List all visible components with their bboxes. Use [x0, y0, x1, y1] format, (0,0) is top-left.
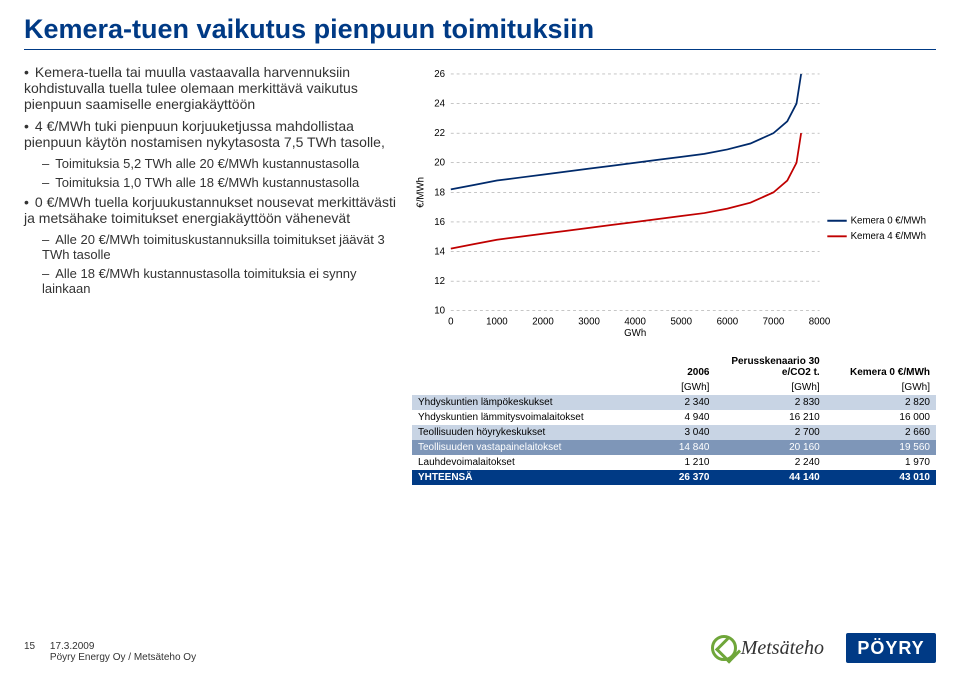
- svg-text:1000: 1000: [486, 316, 508, 327]
- svg-text:Kemera 4 €/MWh: Kemera 4 €/MWh: [851, 231, 926, 242]
- slide-title: Kemera-tuen vaikutus pienpuun toimituksi…: [24, 14, 936, 50]
- data-table: 2006Perusskenaario 30 e/CO2 t.Kemera 0 €…: [412, 354, 936, 485]
- line-chart: 10 12 14 16 18 20 22 24 26 0 1000 2000 3000 4000 5000 6…: [412, 64, 936, 344]
- bullet-3a: Alle 20 €/MWh toimituskustannuksilla toi…: [42, 232, 398, 262]
- slide-number: 15: [24, 641, 35, 652]
- svg-text:22: 22: [434, 128, 445, 139]
- bullet-2a: Toimituksia 5,2 TWh alle 20 €/MWh kustan…: [42, 156, 398, 171]
- bullet-2b: Toimituksia 1,0 TWh alle 18 €/MWh kustan…: [42, 175, 398, 190]
- svg-text:GWh: GWh: [624, 328, 646, 339]
- right-col: 10 12 14 16 18 20 22 24 26 0 1000 2000 3000 4000 5000 6…: [412, 64, 936, 485]
- svg-text:18: 18: [434, 187, 445, 198]
- bullet-3: 0 €/MWh tuella korjuukustannukset nousev…: [24, 194, 398, 226]
- svg-text:20: 20: [434, 158, 445, 169]
- svg-text:24: 24: [434, 98, 445, 109]
- svg-text:16: 16: [434, 217, 445, 228]
- svg-text:10: 10: [434, 306, 445, 317]
- svg-text:€/MWh: €/MWh: [416, 177, 427, 208]
- svg-text:3000: 3000: [578, 316, 600, 327]
- bullet-1: Kemera-tuella tai muulla vastaavalla har…: [24, 64, 398, 112]
- logo-poyry: PÖYRY: [846, 633, 936, 663]
- content-row: Kemera-tuella tai muulla vastaavalla har…: [24, 64, 936, 485]
- svg-text:8000: 8000: [809, 316, 831, 327]
- svg-text:14: 14: [434, 246, 445, 257]
- svg-text:5000: 5000: [670, 316, 692, 327]
- footer-text: 15 17.3.2009 15 Pöyry Energy Oy / Metsät…: [24, 641, 196, 663]
- svg-text:6000: 6000: [717, 316, 739, 327]
- slide: Kemera-tuen vaikutus pienpuun toimituksi…: [0, 0, 960, 673]
- svg-text:4000: 4000: [624, 316, 646, 327]
- svg-text:26: 26: [434, 69, 445, 80]
- svg-text:0: 0: [448, 316, 454, 327]
- bullet-3b: Alle 18 €/MWh kustannustasolla toimituks…: [42, 266, 398, 296]
- svg-text:12: 12: [434, 276, 445, 287]
- leaf-icon: [711, 635, 737, 661]
- svg-text:Kemera 0 €/MWh: Kemera 0 €/MWh: [851, 216, 926, 227]
- footer: 15 17.3.2009 15 Pöyry Energy Oy / Metsät…: [24, 633, 936, 663]
- svg-text:7000: 7000: [763, 316, 785, 327]
- bullet-2: 4 €/MWh tuki pienpuun korjuuketjussa mah…: [24, 118, 398, 150]
- logos: Metsäteho PÖYRY: [711, 633, 936, 663]
- bullets-col: Kemera-tuella tai muulla vastaavalla har…: [24, 64, 398, 485]
- svg-text:2000: 2000: [532, 316, 554, 327]
- logo-metsateho: Metsäteho: [711, 635, 824, 661]
- footer-date: 17.3.2009: [50, 641, 95, 652]
- footer-org: Pöyry Energy Oy / Metsäteho Oy: [50, 652, 196, 663]
